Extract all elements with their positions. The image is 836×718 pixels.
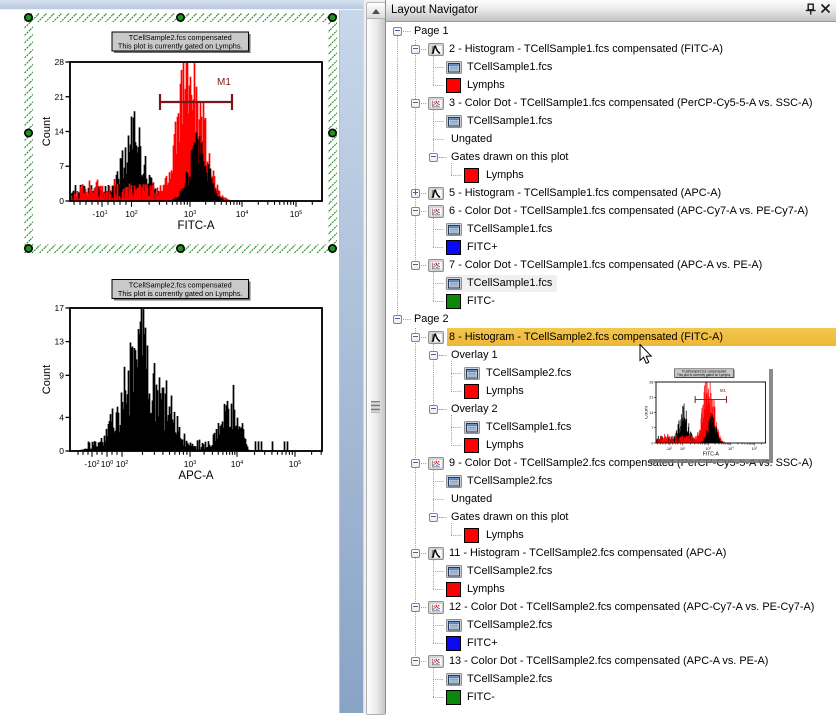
svg-text:This plot is currently gated o: This plot is currently gated on Lymphs.: [118, 289, 243, 298]
svg-text:105: 105: [752, 447, 758, 451]
svg-text:TCellSample2.fcs compensated: TCellSample2.fcs compensated: [682, 369, 727, 373]
svg-text:105: 105: [290, 209, 302, 219]
svg-text:4: 4: [59, 412, 64, 422]
svg-text:104: 104: [728, 447, 734, 451]
svg-text:21: 21: [649, 395, 653, 399]
svg-text:-101: -101: [92, 209, 107, 219]
svg-text:This plot is currently gated o: This plot is currently gated on Lymphs.: [118, 42, 243, 51]
svg-text:Count: Count: [645, 405, 649, 419]
svg-text:28: 28: [649, 380, 653, 384]
svg-text:7: 7: [651, 426, 653, 430]
svg-text:FITC-A: FITC-A: [177, 220, 214, 232]
svg-text:0: 0: [59, 446, 64, 456]
svg-text:105: 105: [289, 459, 301, 469]
svg-text:APC-A: APC-A: [178, 470, 213, 482]
svg-text:14: 14: [649, 410, 653, 414]
svg-text:0: 0: [651, 441, 653, 445]
svg-text:0: 0: [59, 196, 64, 206]
svg-text:103: 103: [184, 209, 196, 219]
svg-text:17: 17: [55, 303, 65, 313]
svg-text:M1: M1: [720, 388, 727, 393]
svg-text:102: 102: [125, 209, 137, 219]
svg-text:TCellSample2.fcs compensated: TCellSample2.fcs compensated: [129, 33, 232, 42]
svg-text:104: 104: [231, 459, 243, 469]
svg-text:28: 28: [55, 57, 65, 67]
svg-text:14: 14: [55, 127, 65, 137]
svg-text:Count: Count: [41, 365, 53, 394]
svg-text:This plot is currently gated o: This plot is currently gated on Lymphs.: [677, 373, 731, 377]
svg-text:102: 102: [680, 447, 686, 451]
svg-text:Count: Count: [41, 117, 53, 146]
svg-text:102: 102: [116, 459, 128, 469]
svg-text:103: 103: [184, 459, 196, 469]
svg-text:-102: -102: [84, 459, 99, 469]
svg-text:-101: -101: [666, 447, 673, 451]
svg-text:FITC-A: FITC-A: [703, 451, 720, 457]
svg-text:21: 21: [55, 92, 65, 102]
svg-text:13: 13: [55, 337, 65, 347]
svg-text:TCellSample2.fcs compensated: TCellSample2.fcs compensated: [129, 281, 232, 290]
svg-text:103: 103: [706, 447, 712, 451]
svg-text:100: 100: [101, 459, 113, 469]
svg-text:M1: M1: [217, 77, 231, 88]
svg-text:104: 104: [236, 209, 248, 219]
svg-text:7: 7: [59, 161, 64, 171]
svg-text:9: 9: [59, 370, 64, 380]
